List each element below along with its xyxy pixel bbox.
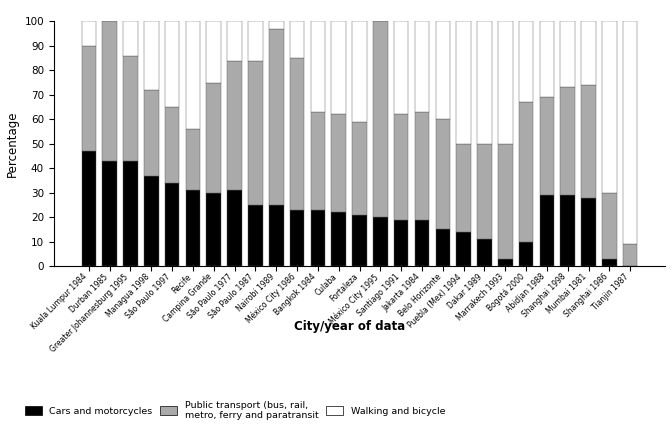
- Bar: [373, 217, 388, 266]
- Bar: [81, 21, 96, 46]
- Bar: [498, 144, 513, 259]
- Bar: [456, 232, 471, 266]
- Bar: [144, 175, 159, 266]
- Bar: [602, 193, 617, 259]
- Bar: [477, 239, 492, 266]
- Bar: [623, 21, 638, 244]
- Bar: [310, 210, 325, 266]
- Bar: [540, 195, 554, 266]
- Text: City/year of data: City/year of data: [294, 320, 405, 332]
- Bar: [269, 205, 284, 266]
- Bar: [415, 220, 429, 266]
- Bar: [560, 195, 575, 266]
- Bar: [435, 229, 450, 266]
- Bar: [352, 122, 367, 214]
- Bar: [248, 60, 263, 205]
- Bar: [581, 85, 596, 197]
- Bar: [623, 244, 638, 266]
- Bar: [581, 21, 596, 85]
- Bar: [331, 21, 346, 115]
- Bar: [227, 60, 242, 190]
- Bar: [269, 29, 284, 205]
- Bar: [290, 58, 304, 210]
- Bar: [394, 21, 409, 115]
- Y-axis label: Percentage: Percentage: [6, 110, 19, 177]
- Bar: [456, 21, 471, 144]
- Bar: [456, 144, 471, 232]
- Bar: [206, 21, 221, 82]
- Bar: [123, 56, 138, 161]
- Bar: [185, 129, 200, 190]
- Bar: [165, 183, 179, 266]
- Bar: [81, 46, 96, 151]
- Bar: [248, 21, 263, 60]
- Bar: [123, 161, 138, 266]
- Bar: [102, 161, 117, 266]
- Bar: [165, 21, 179, 107]
- Bar: [415, 112, 429, 220]
- Bar: [269, 21, 284, 29]
- Bar: [102, 21, 117, 161]
- Bar: [310, 112, 325, 210]
- Bar: [185, 190, 200, 266]
- Bar: [373, 21, 388, 217]
- Bar: [352, 21, 367, 122]
- Bar: [206, 83, 221, 193]
- Bar: [519, 21, 534, 102]
- Bar: [519, 242, 534, 266]
- Bar: [123, 21, 138, 56]
- Bar: [248, 205, 263, 266]
- Bar: [519, 102, 534, 242]
- Bar: [415, 21, 429, 112]
- Bar: [331, 115, 346, 212]
- Bar: [477, 144, 492, 239]
- Bar: [227, 21, 242, 60]
- Bar: [477, 21, 492, 144]
- Bar: [498, 21, 513, 144]
- Legend: Cars and motorcycles, Public transport (bus, rail,
metro, ferry and paratransit,: Cars and motorcycles, Public transport (…: [25, 401, 445, 420]
- Bar: [331, 212, 346, 266]
- Bar: [394, 220, 409, 266]
- Bar: [227, 190, 242, 266]
- Bar: [352, 214, 367, 266]
- Bar: [206, 193, 221, 266]
- Bar: [185, 21, 200, 129]
- Bar: [560, 88, 575, 195]
- Bar: [394, 115, 409, 220]
- Bar: [540, 97, 554, 195]
- Bar: [602, 21, 617, 193]
- Bar: [165, 107, 179, 183]
- Bar: [435, 119, 450, 229]
- Bar: [310, 21, 325, 112]
- Bar: [290, 21, 304, 58]
- Bar: [581, 197, 596, 266]
- Bar: [81, 151, 96, 266]
- Bar: [498, 259, 513, 266]
- Bar: [290, 210, 304, 266]
- Bar: [144, 90, 159, 175]
- Bar: [540, 21, 554, 97]
- Bar: [435, 21, 450, 119]
- Bar: [560, 21, 575, 88]
- Bar: [144, 21, 159, 90]
- Bar: [602, 259, 617, 266]
